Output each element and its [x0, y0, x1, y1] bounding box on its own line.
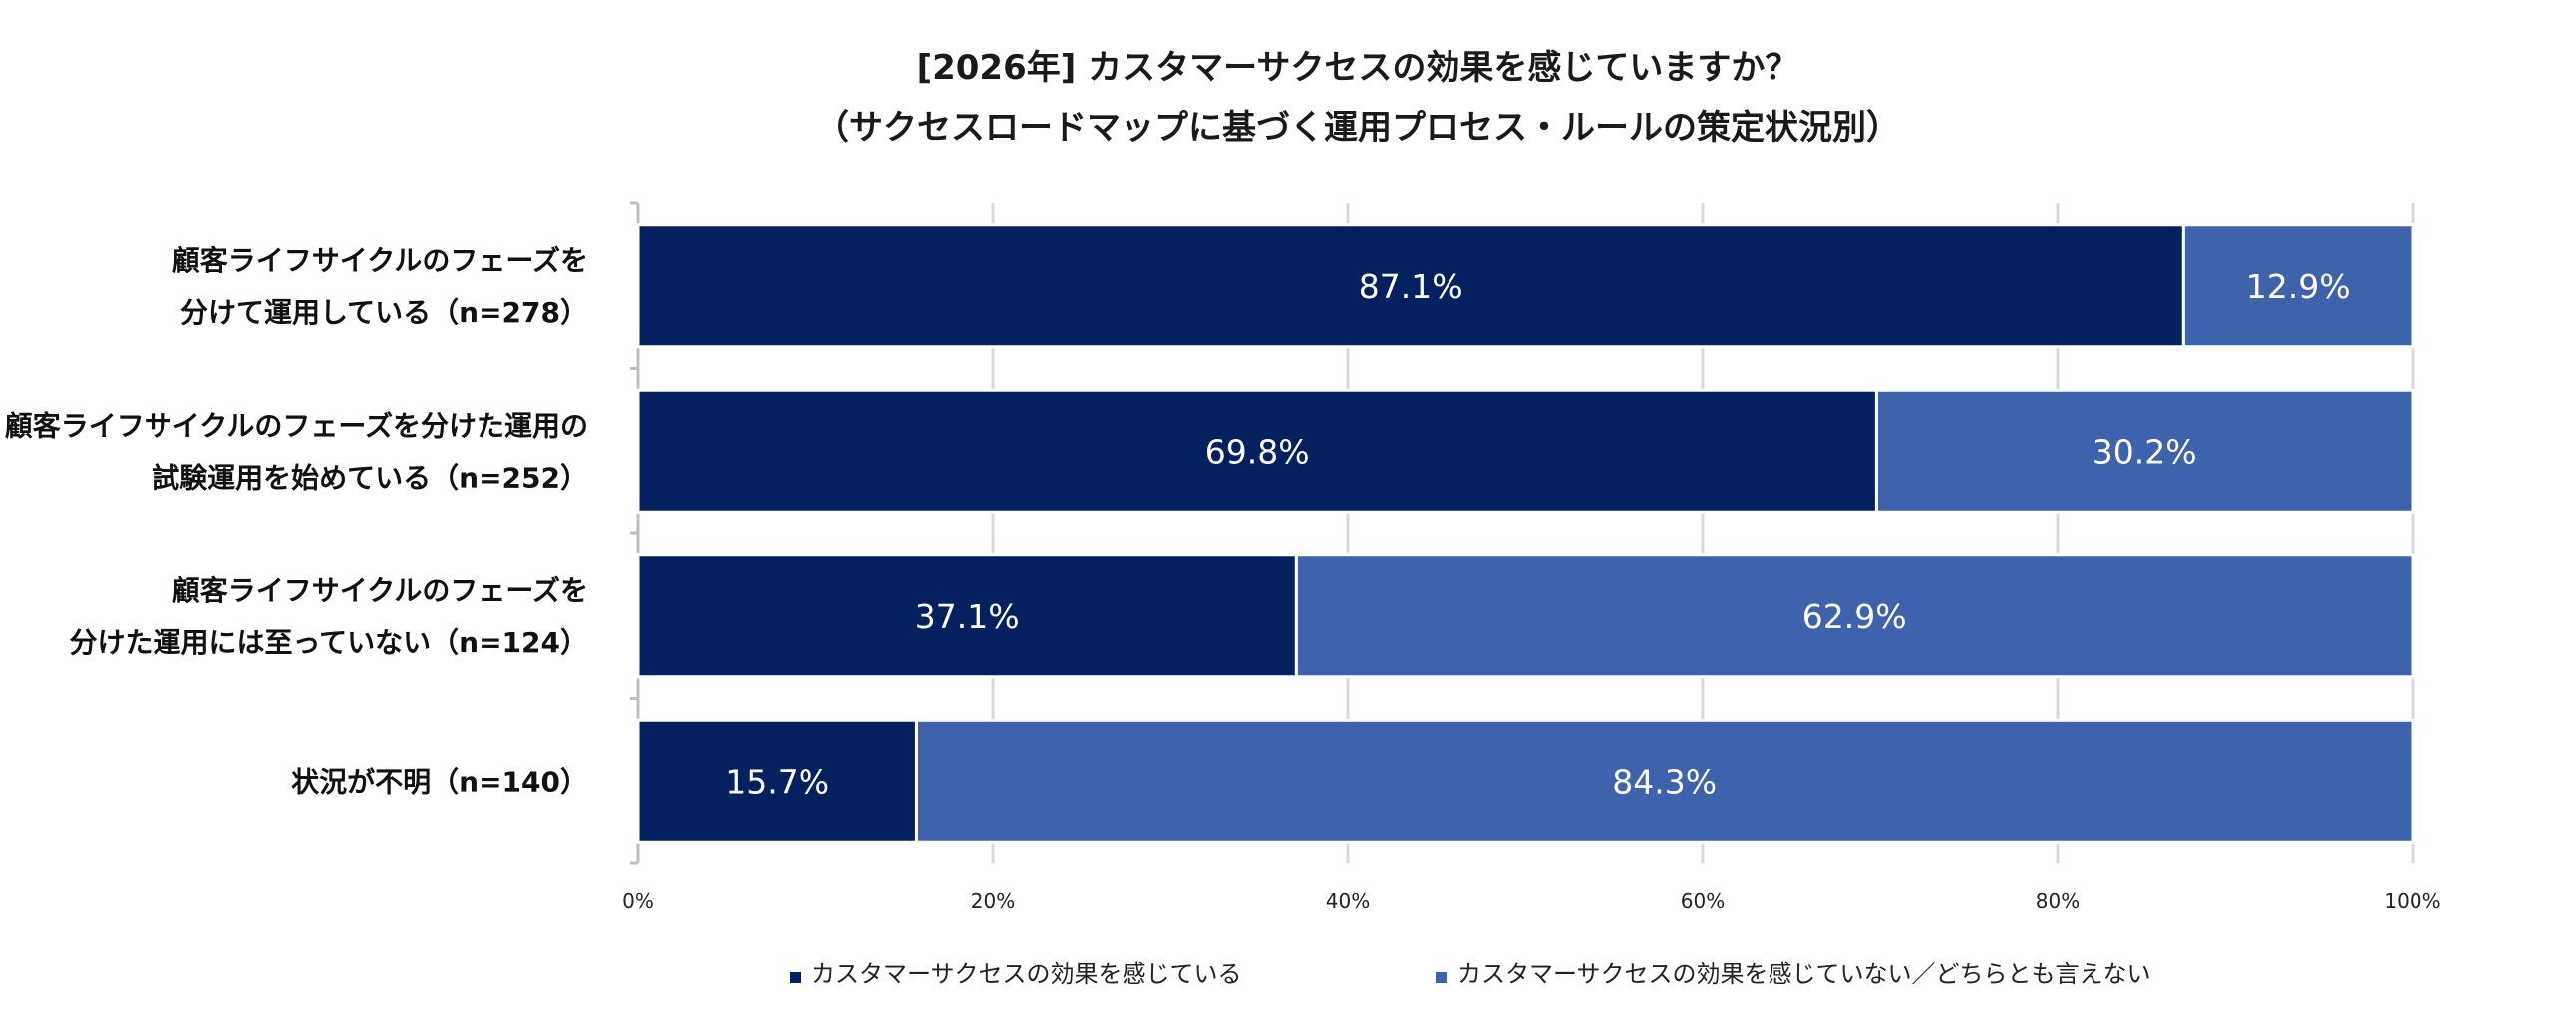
category-label: 試験運用を始めている（n=252） — [152, 461, 588, 494]
x-tick-label: 80% — [2036, 889, 2080, 913]
bar-data-label: 87.1% — [1359, 267, 1463, 306]
legend-swatch — [790, 972, 801, 983]
bar-data-label: 12.9% — [2246, 267, 2351, 306]
x-tick-label: 60% — [1681, 889, 1725, 913]
legend-swatch — [1436, 972, 1447, 983]
x-tick-label: 0% — [622, 889, 654, 913]
bar-not-feel-effect — [2181, 223, 2415, 349]
x-tick-label: 100% — [2384, 889, 2440, 913]
bar-not-feel-effect — [1874, 388, 2415, 514]
chart-title: [2026年] カスタマーサクセスの効果を感じていますか？ （サクセスロードマッ… — [0, 38, 2576, 158]
bar-data-label: 30.2% — [2093, 432, 2197, 471]
category-label: 顧客ライフサイクルのフェーズを — [172, 244, 588, 277]
legend-label: カスタマーサクセスの効果を感じていない／どちらとも言えない — [1457, 960, 2151, 988]
chart-title-line-2: （サクセスロードマップに基づく運用プロセス・ルールの策定状況別） — [815, 108, 1900, 148]
bar-data-label: 69.8% — [1205, 432, 1310, 471]
x-tick-label: 40% — [1326, 889, 1370, 913]
bar-data-label: 84.3% — [1612, 762, 1717, 801]
chart-title-line-1: [2026年] カスタマーサクセスの効果を感じていますか？ — [916, 48, 1799, 88]
bar-not-feel-effect — [1294, 553, 2415, 679]
category-label: 状況が不明（n=140） — [291, 765, 588, 798]
bar-data-label: 62.9% — [1802, 597, 1907, 636]
bar-feel-effect — [636, 223, 2185, 349]
category-label: 顧客ライフサイクルのフェーズを分けた運用の — [5, 409, 588, 442]
bar-feel-effect — [636, 388, 1878, 514]
category-label: 分けた運用には至っていない（n=124） — [70, 626, 588, 659]
category-label: 顧客ライフサイクルのフェーズを — [172, 574, 588, 607]
category-label: 分けて運用している（n=278） — [180, 296, 588, 329]
legend-label: カスタマーサクセスの効果を感じている — [811, 960, 1242, 988]
x-tick-label: 20% — [971, 889, 1015, 913]
bar-data-label: 15.7% — [725, 762, 829, 801]
bar-not-feel-effect — [914, 718, 2415, 844]
bar-data-label: 37.1% — [915, 597, 1020, 636]
